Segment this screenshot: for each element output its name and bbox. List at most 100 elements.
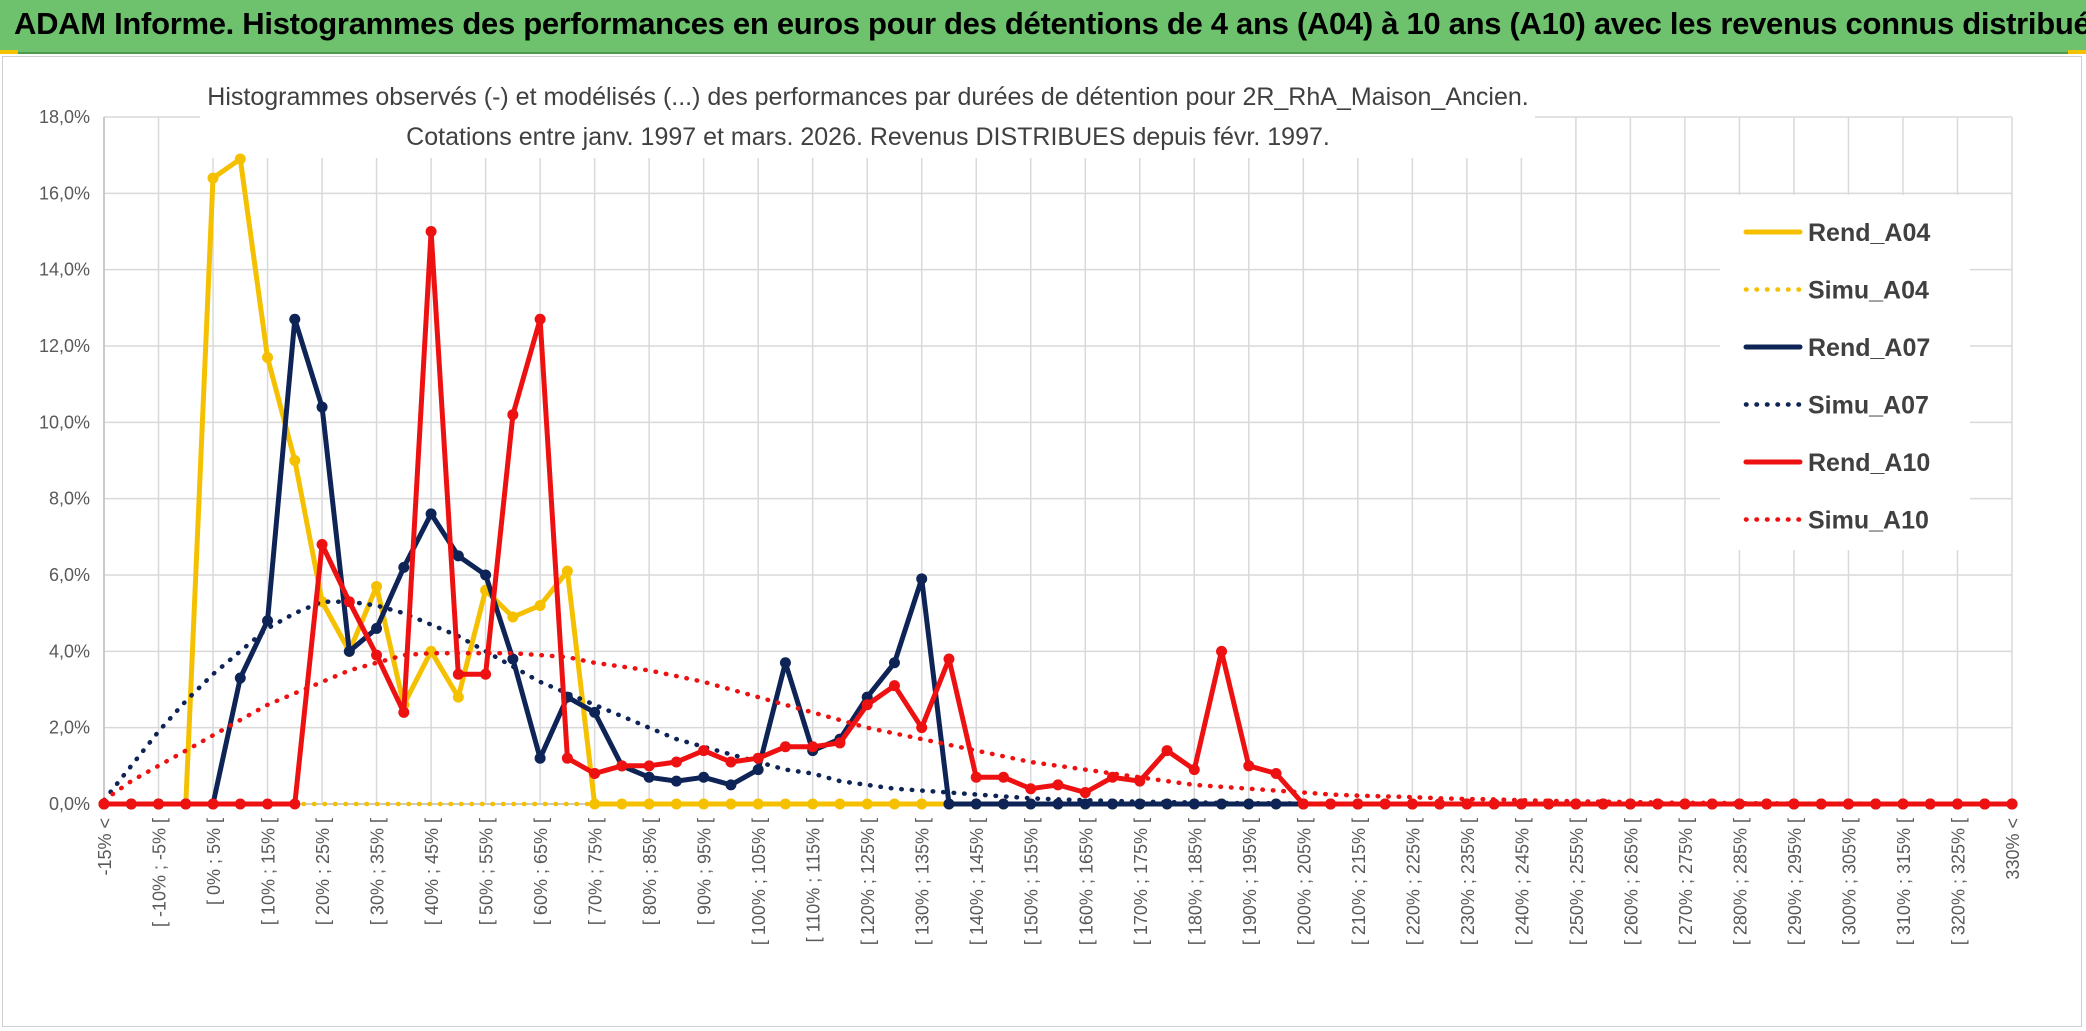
data-point (698, 771, 710, 783)
data-point (1052, 779, 1064, 791)
data-point (643, 771, 655, 783)
y-tick-label: 2,0% (49, 718, 90, 738)
y-axis: 0,0% 2,0% 4,0% 6,0% 8,0% 10,0% 12,0% 14,0% 16,0%… (39, 107, 105, 814)
data-point (289, 313, 301, 325)
x-tick-label: [ 120% ; 125% [ (858, 818, 878, 945)
x-tick-label: [ 30% ; 35% [ (368, 818, 388, 925)
data-point (1161, 745, 1173, 757)
x-tick-label: [ 270% ; 275% [ (1676, 818, 1696, 945)
data-point (425, 508, 437, 520)
legend-label: Simu_A07 (1808, 392, 1929, 420)
data-point (997, 798, 1009, 810)
data-point (480, 668, 492, 680)
x-tick-label: [ 300% ; 305% [ (1839, 818, 1859, 945)
data-point (997, 771, 1009, 783)
y-tick-label: 6,0% (49, 565, 90, 585)
data-point (343, 645, 355, 657)
data-point (371, 649, 383, 661)
data-point (534, 313, 546, 325)
x-tick-label: [ 200% ; 205% [ (1294, 818, 1314, 945)
legend-item: Rend_A04 (1743, 219, 1930, 247)
x-tick-label: [ -10% ; -5% [ (150, 818, 170, 927)
data-point (589, 706, 601, 718)
data-point (1924, 798, 1936, 810)
y-tick-label: 14,0% (39, 260, 90, 280)
data-point (1297, 798, 1309, 810)
x-tick-label: [ 90% ; 95% [ (695, 818, 715, 925)
data-point (1270, 767, 1282, 779)
data-point (289, 798, 301, 810)
legend-label: Rend_A04 (1808, 219, 1930, 247)
data-point (425, 226, 437, 237)
data-point (534, 600, 546, 612)
data-point (371, 580, 383, 592)
x-tick-label: [ 250% ; 255% [ (1567, 818, 1587, 945)
data-point (752, 798, 764, 810)
data-point (861, 798, 873, 810)
x-tick-label: [ 100% ; 105% [ (749, 818, 769, 945)
chart-frame (2, 56, 2082, 1027)
data-point (725, 779, 737, 791)
data-point (153, 798, 165, 810)
data-point (725, 756, 737, 768)
data-point (1079, 787, 1091, 799)
data-point (1733, 798, 1745, 810)
series-line (101, 650, 2015, 807)
data-point (207, 172, 219, 184)
data-point (561, 565, 573, 577)
data-point (1216, 798, 1228, 810)
x-tick-label: [ 320% ; 325% [ (1948, 818, 1968, 945)
x-tick-label: [ 230% ; 235% [ (1458, 818, 1478, 945)
data-point (371, 622, 383, 634)
series-line (101, 599, 2015, 807)
title-backdrop (200, 70, 1535, 158)
data-point (916, 573, 928, 585)
data-point (1406, 798, 1418, 810)
legend-item: Rend_A07 (1743, 334, 1930, 362)
x-tick-label: [ 240% ; 245% [ (1512, 818, 1532, 945)
data-point (480, 569, 492, 581)
x-tick-label: [ 150% ; 155% [ (1022, 818, 1042, 945)
data-point (589, 798, 601, 810)
data-point (452, 668, 464, 680)
legend: Rend_A04 Simu_A04 Rend_A07 Simu_A07 Rend_A10… (1743, 219, 1930, 535)
data-point (834, 737, 846, 749)
data-point (98, 798, 110, 810)
data-point (698, 745, 710, 757)
legend-backdrop (1720, 195, 1970, 550)
x-tick-label: [ 60% ; 65% [ (531, 818, 551, 925)
corner-accent-left (0, 50, 18, 54)
data-point (507, 653, 519, 665)
legend-box (1720, 195, 1970, 550)
data-point (725, 798, 737, 810)
data-point (670, 798, 682, 810)
data-point (534, 752, 546, 764)
x-tick-label: [ 160% ; 165% [ (1076, 818, 1096, 945)
x-tick-label: [ 210% ; 215% [ (1349, 818, 1369, 945)
data-point (1216, 645, 1228, 657)
y-tick-label: 0,0% (49, 794, 90, 814)
data-point (916, 722, 928, 734)
x-tick-label: [ 310% ; 315% [ (1894, 818, 1914, 945)
legend-item: Simu_A04 (1743, 277, 1929, 305)
data-point (289, 455, 301, 466)
data-point (970, 771, 982, 783)
data-point (398, 706, 410, 718)
chart-title-line-2: Cotations entre janv. 1997 et mars. 2026… (406, 123, 1330, 151)
data-point (861, 699, 873, 711)
legend-label: Simu_A10 (1808, 507, 1929, 535)
data-point (1025, 798, 1037, 810)
chart-title-backdrop (200, 70, 1535, 158)
data-point (234, 798, 246, 810)
data-point (234, 672, 246, 684)
x-axis: -15% < [ -10% ; -5% [[ 0% ; 5% [[ 10% ; 1… (95, 803, 2023, 945)
x-tick-label: [ 280% ; 285% [ (1730, 818, 1750, 945)
x-tick-label: [ 180% ; 185% [ (1185, 818, 1205, 945)
chart-title-line-1: Histogrammes observés (-) et modélisés (… (207, 83, 1528, 111)
data-point (779, 657, 791, 669)
data-point (970, 798, 982, 810)
data-point (1379, 798, 1391, 810)
data-point (643, 760, 655, 772)
data-point (1788, 798, 1800, 810)
data-point (888, 657, 900, 669)
